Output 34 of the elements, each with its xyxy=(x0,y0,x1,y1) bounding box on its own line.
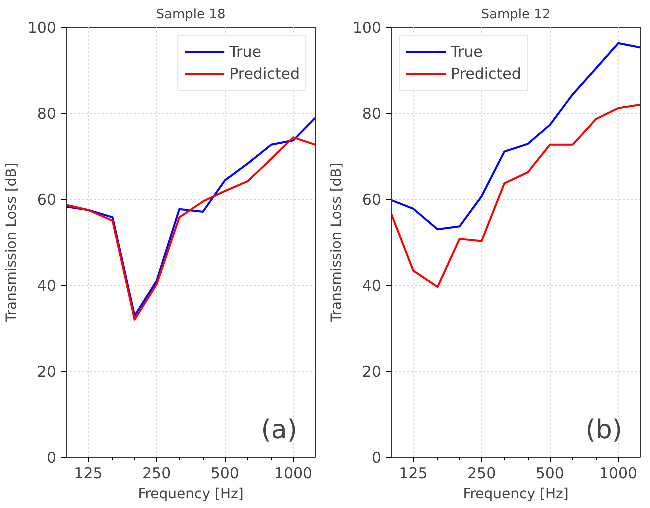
line-series xyxy=(392,42,640,231)
chart-title: Sample 12 xyxy=(481,8,551,22)
legend-label: True xyxy=(451,43,483,61)
y-tick-label: 0 xyxy=(46,449,57,467)
y-tick-label: 20 xyxy=(362,363,382,381)
x-tick-label: 250 xyxy=(468,464,496,482)
legend-label: Predicted xyxy=(230,65,300,83)
x-axis-title: Frequency [Hz] xyxy=(138,486,244,502)
x-tick-label: 500 xyxy=(536,464,564,482)
y-tick-label: 60 xyxy=(37,191,57,209)
legend-label: True xyxy=(230,43,262,61)
x-tick-label: 250 xyxy=(142,464,172,482)
annotation: (a) xyxy=(261,416,298,446)
legend-label: Predicted xyxy=(451,65,522,83)
y-tick-label: 40 xyxy=(362,277,382,295)
y-tick-label: 40 xyxy=(37,277,57,295)
x-tick-label: 125 xyxy=(399,464,428,482)
y-tick-label: 60 xyxy=(362,191,382,209)
line-series xyxy=(392,104,640,288)
x-tick-label: 1000 xyxy=(274,464,313,482)
y-axis-title: Transmission Loss [dB] xyxy=(4,162,20,324)
y-tick-label: 0 xyxy=(372,449,382,467)
y-tick-label: 80 xyxy=(37,105,57,123)
annotation: (b) xyxy=(586,416,623,446)
x-tick-label: 125 xyxy=(74,464,103,482)
y-tick-label: 100 xyxy=(28,19,57,37)
x-axis-title: Frequency [Hz] xyxy=(463,486,569,502)
x-tick-label: 1000 xyxy=(599,464,638,482)
chart-title: Sample 18 xyxy=(156,8,226,22)
y-tick-label: 20 xyxy=(37,363,57,381)
x-tick-label: 500 xyxy=(210,464,240,482)
y-tick-label: 100 xyxy=(352,19,382,37)
y-axis-title: Transmission Loss [dB] xyxy=(328,162,345,324)
y-tick-label: 80 xyxy=(362,105,382,123)
